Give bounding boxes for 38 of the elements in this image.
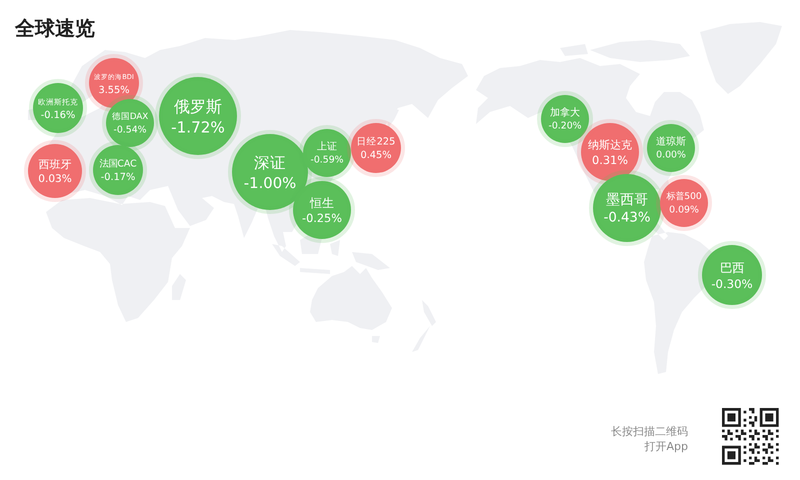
data-label: -0.16% xyxy=(40,110,76,121)
data-label: -1.72% xyxy=(171,118,225,137)
data-label: -1.00% xyxy=(244,174,296,192)
category-label: 墨西哥 xyxy=(606,192,648,208)
data-label: -0.17% xyxy=(100,172,136,183)
category-label: 上证 xyxy=(317,140,337,153)
bubble: 法国CAC -0.17% xyxy=(89,141,147,199)
bubble: 巴西 -0.30% xyxy=(698,241,766,309)
data-label: -0.43% xyxy=(604,210,650,226)
data-label: -0.59% xyxy=(310,154,344,166)
data-label: -0.25% xyxy=(302,212,342,226)
text: 打开App xyxy=(644,440,688,453)
bubble: 西班牙 0.03% xyxy=(24,140,86,202)
category-label: 法国CAC xyxy=(99,158,137,170)
data-label: 3.55% xyxy=(98,85,130,96)
category-label: 标普500 xyxy=(665,191,702,202)
data-label: 0.03% xyxy=(38,173,72,186)
category-label: 加拿大 xyxy=(550,106,580,119)
category-label: 巴西 xyxy=(720,260,744,275)
bubble: 道琼斯 0.00% xyxy=(643,120,699,176)
data-label: -0.54% xyxy=(113,124,147,136)
data-label: -0.30% xyxy=(711,277,753,291)
data-label: 0.31% xyxy=(592,154,628,168)
data-label: 0.00% xyxy=(656,150,686,161)
text: 全球速览 xyxy=(14,16,95,40)
text: 长按扫描二维码 xyxy=(611,425,688,438)
category-label: 西班牙 xyxy=(38,158,72,172)
bubble: 上证 -0.59% xyxy=(299,125,355,181)
category-label: 恒生 xyxy=(309,196,334,210)
category-label: 日经225 xyxy=(356,136,396,148)
category-label: 深证 xyxy=(254,154,286,172)
category-label: 俄罗斯 xyxy=(174,97,222,116)
bubble: 日经225 0.45% xyxy=(347,119,405,177)
bubble: 标普500 0.09% xyxy=(656,175,712,231)
data-label: 0.45% xyxy=(360,150,392,161)
data-label: 0.09% xyxy=(669,204,699,216)
category-label: 道琼斯 xyxy=(656,136,686,148)
category-label: 德国DAX xyxy=(112,111,148,122)
